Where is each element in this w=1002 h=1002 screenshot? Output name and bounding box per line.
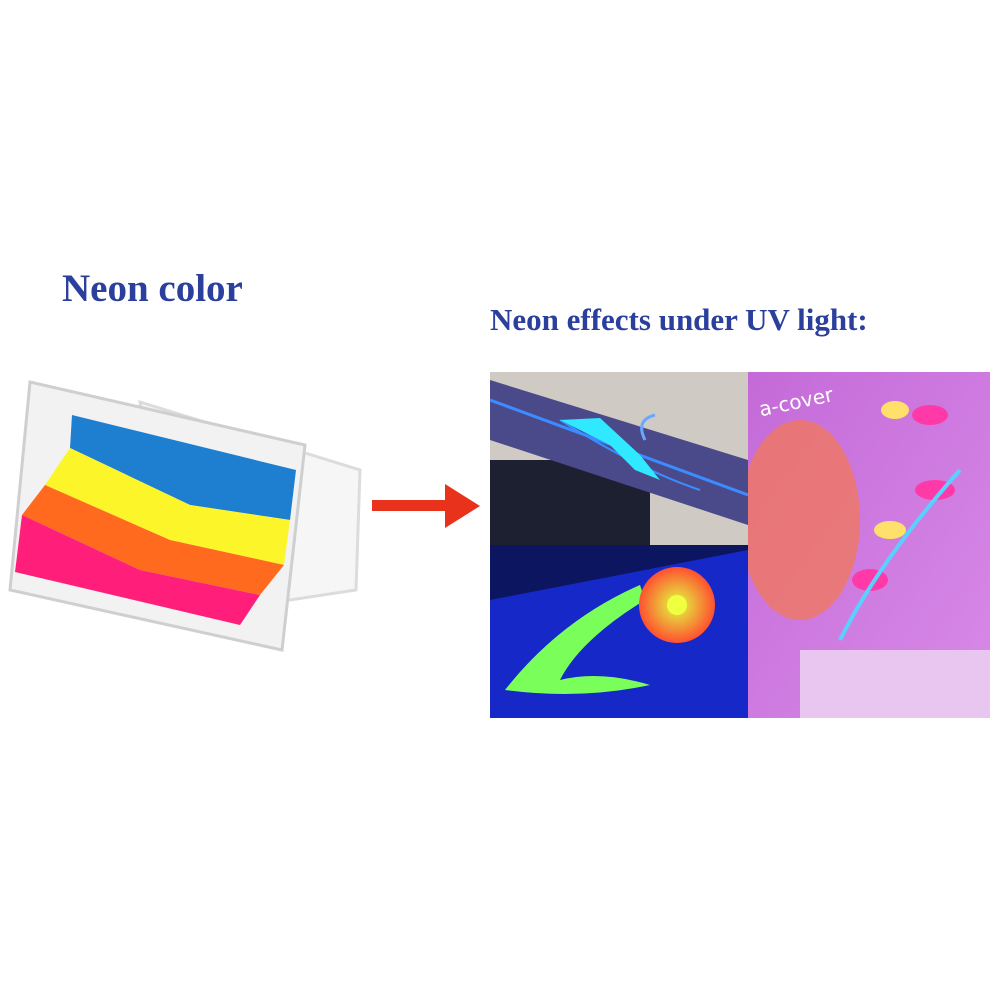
stripe-blue	[70, 415, 296, 520]
uv-body-painting-photo: a-cover	[748, 372, 990, 718]
uv-fish-arm-photo	[490, 372, 748, 545]
neon-color-title: Neon color	[62, 267, 243, 310]
arrow-right-icon	[372, 484, 480, 528]
rainbow-palette-image	[8, 380, 362, 652]
uv-effects-title: Neon effects under UV light:	[490, 302, 868, 337]
stripe-orange	[22, 485, 284, 595]
stripe-yellow	[45, 448, 290, 565]
uv-flower-arm-photo	[490, 545, 748, 718]
stripe-pink	[15, 515, 260, 625]
